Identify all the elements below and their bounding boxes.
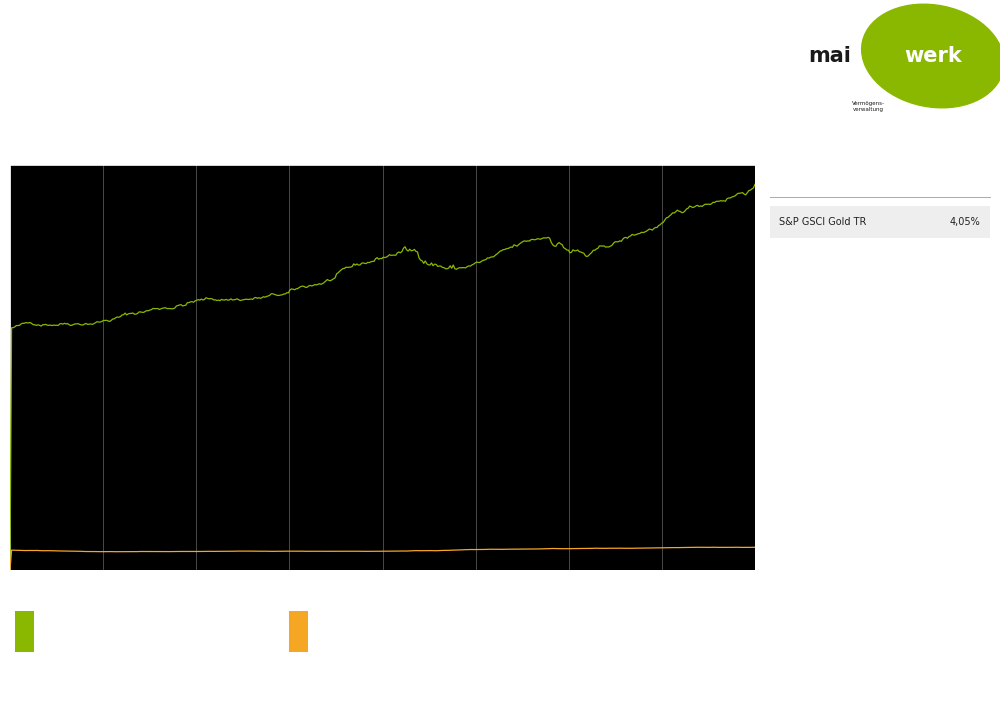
Ellipse shape xyxy=(862,4,1000,107)
Text: werk: werk xyxy=(904,46,962,66)
Text: Vermögens-
verwaltung: Vermögens- verwaltung xyxy=(852,101,885,112)
Text: Wertentwicklung pro Jahr: Wertentwicklung pro Jahr xyxy=(774,146,954,159)
Bar xyxy=(15,611,34,652)
Text: S&P GSCI Gold TR: S&P GSCI Gold TR xyxy=(779,217,867,227)
Text: S&P GSCI Gold TR: S&P GSCI Gold TR xyxy=(319,626,419,636)
Text: Wertentwicklung - grafisch: Wertentwicklung - grafisch xyxy=(9,146,199,159)
Text: 4,05%: 4,05% xyxy=(950,217,981,227)
Text: mai: mai xyxy=(808,46,851,66)
Bar xyxy=(770,206,990,238)
Text: MSCI World: MSCI World xyxy=(46,626,109,636)
Bar xyxy=(289,611,308,652)
